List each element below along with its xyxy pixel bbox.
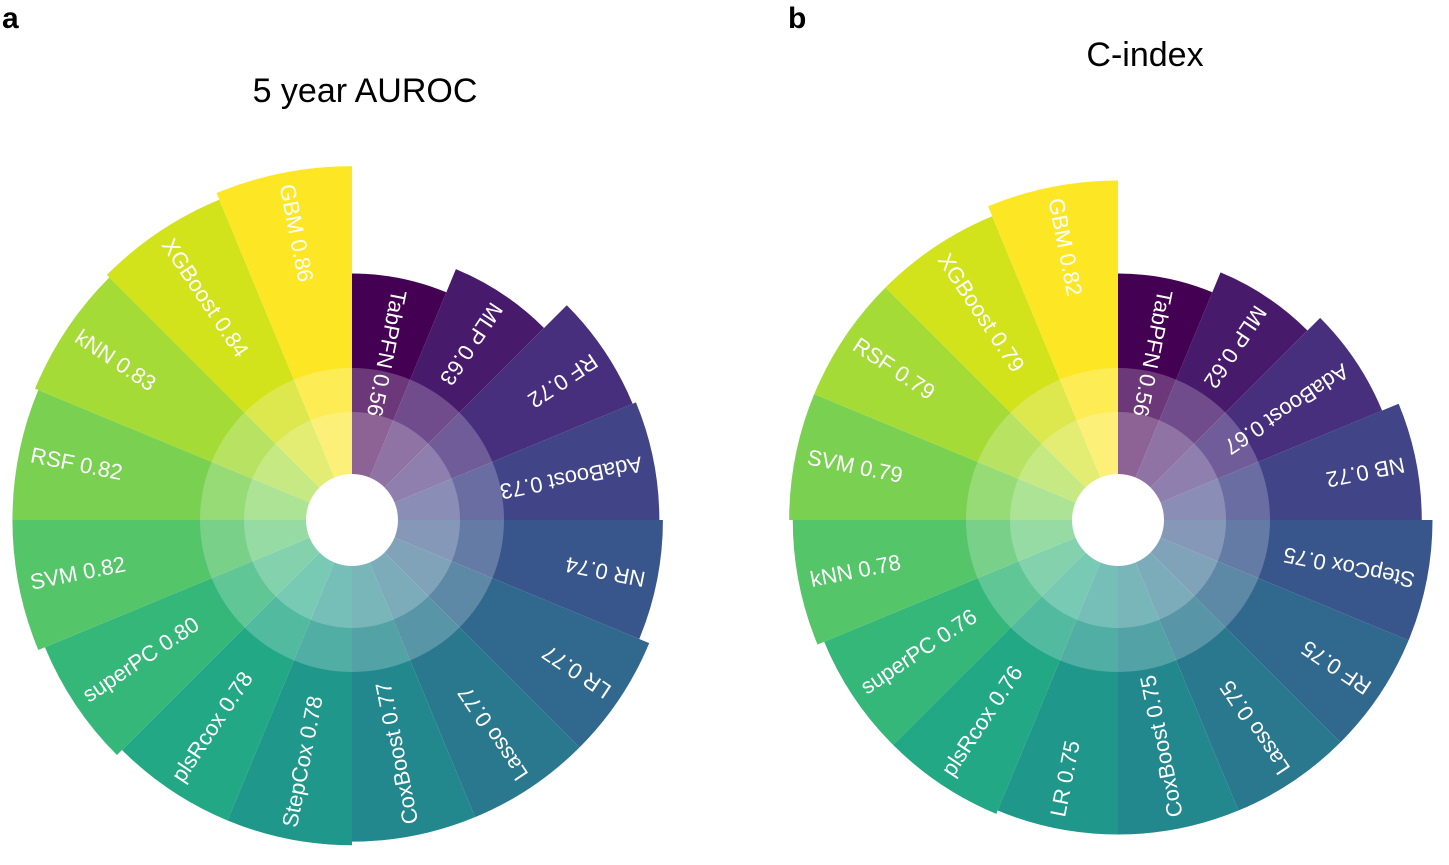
chart-title: C-index — [1086, 36, 1203, 74]
category-label: NR — [611, 562, 647, 593]
bar — [352, 520, 580, 818]
bar — [122, 520, 352, 821]
bar — [352, 273, 447, 520]
bar — [1118, 317, 1383, 520]
bar — [352, 269, 545, 520]
chart-title: 5 year AUROC — [253, 72, 478, 110]
bar — [12, 390, 352, 520]
category-label: LR — [1045, 786, 1075, 818]
bar — [1118, 520, 1341, 811]
bar — [814, 287, 1118, 520]
bar — [1118, 273, 1213, 520]
bar — [997, 520, 1118, 835]
bar — [789, 394, 1118, 520]
panel-label: b — [788, 2, 806, 35]
bar — [352, 305, 633, 520]
panel-label: a — [2, 2, 19, 35]
bar — [893, 520, 1118, 814]
bar — [885, 216, 1118, 520]
bar — [1118, 272, 1308, 520]
bar — [12, 520, 352, 650]
bar — [1118, 520, 1409, 743]
center-hole — [1072, 474, 1164, 566]
bar — [824, 520, 1118, 745]
bar — [1118, 520, 1433, 641]
bar — [988, 180, 1118, 520]
bar — [227, 520, 352, 846]
bar — [352, 402, 660, 520]
bar — [792, 520, 1118, 645]
center-hole — [306, 474, 398, 566]
bar — [352, 520, 650, 748]
bar — [216, 166, 352, 520]
bar — [34, 277, 352, 520]
category-label: NB — [1372, 452, 1407, 482]
bar — [352, 520, 476, 842]
bar-label: NR 0.74 — [563, 552, 647, 592]
bar — [44, 520, 353, 756]
bars — [789, 180, 1433, 835]
bar — [106, 199, 352, 520]
bars — [12, 166, 663, 846]
bar — [1118, 520, 1239, 835]
bar — [1118, 403, 1422, 520]
bar — [352, 520, 663, 639]
